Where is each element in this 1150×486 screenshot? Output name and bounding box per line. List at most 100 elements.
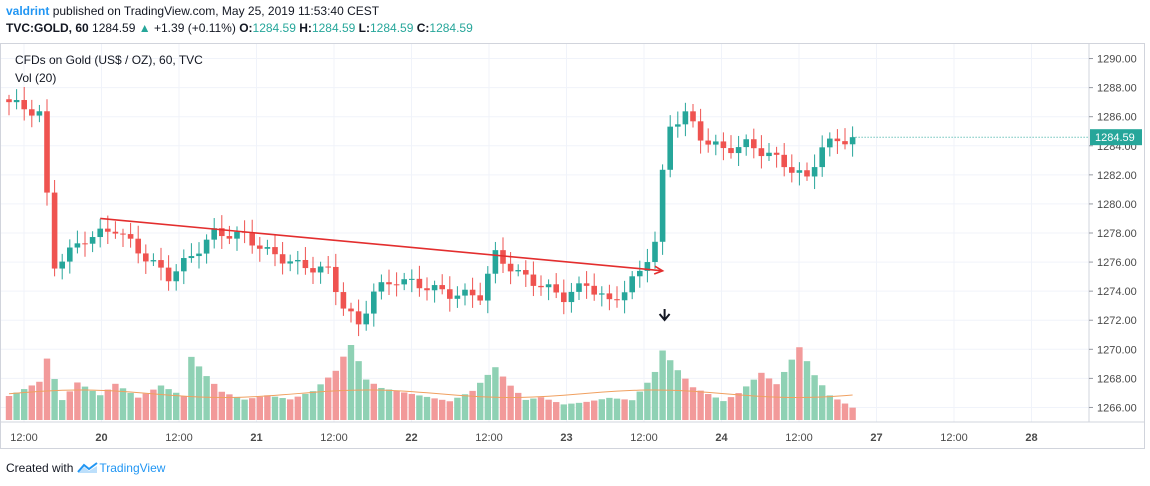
volume-bar (13, 392, 20, 420)
volume-bar (674, 370, 681, 420)
price-chart[interactable]: 1290.001288.001286.001284.001282.001280.… (1, 44, 1144, 448)
volume-bar (59, 400, 66, 420)
volume-bar (218, 391, 225, 420)
volume-bar (309, 391, 317, 420)
candle-body (637, 270, 643, 277)
time-tick-label: 27 (870, 432, 882, 444)
candle-body (424, 288, 430, 291)
candle-body (6, 99, 12, 103)
volume-bar (530, 398, 537, 420)
candle-body (340, 292, 347, 309)
time-tick-label: 24 (715, 432, 728, 444)
low-label: L: (358, 21, 370, 35)
volume-bar (233, 396, 241, 420)
time-tick-label: 12:00 (785, 432, 813, 444)
volume-bar (515, 392, 522, 420)
candle-body (89, 237, 96, 244)
volume-bar (370, 383, 377, 420)
volume-bar (682, 378, 689, 420)
volume-bar (408, 393, 415, 420)
volume-ma-line (8, 389, 853, 398)
candle-body (789, 167, 795, 173)
candle-body (705, 140, 711, 145)
volume-bar (142, 393, 149, 420)
price-tick-label: 1270.00 (1097, 344, 1137, 356)
tradingview-logo-icon (77, 462, 98, 473)
volume-bar (712, 397, 719, 420)
volume-bar (271, 396, 279, 420)
volume-bar (439, 399, 446, 420)
candle-body (553, 284, 559, 293)
time-tick-label: 28 (1025, 432, 1037, 444)
volume-bar (355, 361, 362, 420)
volume-bar (81, 386, 89, 420)
volume-bar (150, 389, 157, 420)
volume-bar (393, 390, 400, 420)
created-with-text: Created with (6, 461, 74, 475)
up-arrow-icon: ▲ (138, 21, 151, 35)
candle-body (492, 250, 499, 274)
volume-bar (43, 358, 51, 420)
last-price-label: 1284.59 (1095, 132, 1135, 144)
chart-frame[interactable]: 1290.00 1288.00 1286.00 1284.00 1282.00 1280.… (0, 43, 1145, 449)
volume-bar (727, 397, 735, 420)
volume-bar (613, 398, 621, 420)
volume-bar (659, 350, 666, 420)
volume-bar (834, 399, 841, 420)
candle-body (82, 243, 88, 245)
candle-body (758, 148, 765, 157)
volume-bar (636, 391, 643, 420)
volume-bar (127, 392, 134, 420)
candle-body (355, 311, 362, 325)
volume-bar (773, 384, 780, 420)
candle-body (599, 293, 605, 295)
candle-body (652, 241, 658, 263)
volume-bar (66, 391, 73, 420)
candle-body (728, 148, 734, 154)
volume-bar (583, 401, 590, 420)
volume-bar (735, 393, 742, 420)
candle-body (583, 283, 590, 286)
time-tick-label: 23 (560, 432, 572, 444)
volume-bar (591, 400, 598, 420)
time-tick-label: 12:00 (475, 432, 503, 444)
candle-body (485, 273, 491, 301)
time-tick-label: 12:00 (165, 432, 193, 444)
candle-body (310, 268, 316, 273)
volume-bar (644, 382, 651, 420)
candle-body (51, 192, 58, 269)
volume-bar (294, 396, 301, 420)
volume-bar (507, 385, 514, 420)
candle-body (401, 279, 407, 285)
volume-bar (697, 390, 704, 420)
volume-bar (461, 394, 469, 420)
candle-body (682, 111, 689, 125)
volume-bar (332, 370, 339, 420)
volume-bar (165, 389, 172, 420)
time-tick-label: 12:00 (320, 432, 348, 444)
volume-bar (203, 376, 210, 420)
candle-body (36, 111, 43, 116)
volume-bar (826, 395, 833, 420)
candle-body (614, 299, 620, 301)
low-value: 1284.59 (370, 21, 414, 35)
candle-body (409, 278, 415, 280)
volume-bar (119, 388, 127, 420)
candle-body (804, 170, 810, 177)
volume-bar (325, 377, 332, 420)
candle-body (644, 262, 651, 271)
candle-body (500, 250, 506, 264)
candle-body (561, 292, 567, 303)
volume-bar (135, 397, 142, 420)
candle-body (59, 261, 65, 269)
author-name[interactable]: valdrint (6, 4, 50, 18)
volume-bar (416, 395, 423, 420)
volume-bar (469, 390, 476, 420)
candle-body (325, 266, 331, 268)
candle-body (226, 236, 233, 239)
volume-bar (249, 398, 256, 420)
volume-bar (651, 371, 659, 420)
candle-body (257, 245, 263, 249)
tradingview-link[interactable]: TradingView (77, 461, 165, 475)
candle-body (279, 254, 286, 264)
